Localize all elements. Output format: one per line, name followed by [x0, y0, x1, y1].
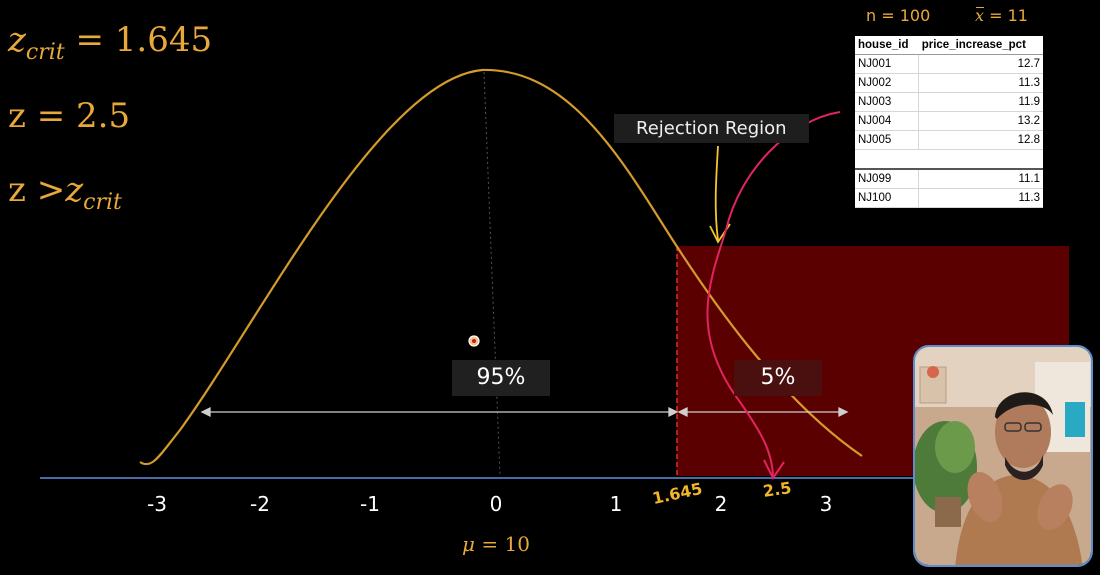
table-row: NJ005 12.8: [855, 130, 1043, 150]
x-tick-label: -2: [250, 492, 270, 516]
price-cell: 12.7: [918, 54, 1043, 74]
pen-arrow-head: [763, 459, 785, 480]
x-tick-label: 3: [819, 492, 833, 516]
price-cell: 11.3: [918, 188, 1043, 208]
price-cell: 11.1: [918, 169, 1043, 189]
table-gap-row: [855, 149, 1043, 170]
arrow-95: [200, 406, 679, 418]
table-row: NJ004 13.2: [855, 111, 1043, 131]
sample-size-label: n = 100: [866, 6, 931, 25]
x-tick-label: -1: [360, 492, 380, 516]
sample-data-table: house_id price_increase_pct NJ001 12.7 NJ…: [855, 36, 1043, 208]
column-header: price_increase_pct: [918, 36, 1043, 55]
z-formula: z = 2.5: [8, 96, 131, 136]
presenter-illustration: [915, 347, 1091, 565]
house-id-cell: NJ003: [855, 92, 920, 112]
x-tick-label: 0: [489, 492, 503, 516]
x-tick-label: 1: [609, 492, 623, 516]
mean-dotted-line: [483, 71, 501, 477]
z-crit-formula: zcrit = 1.645: [8, 20, 213, 65]
normal-curve: [139, 68, 863, 466]
house-id-cell: NJ002: [855, 73, 920, 93]
region-95-label: 95%: [452, 360, 550, 396]
price-cell: 11.3: [918, 73, 1043, 93]
house-id-cell: NJ099: [855, 169, 920, 189]
table-row: NJ001 12.7: [855, 54, 1043, 74]
house-id-cell: NJ001: [855, 54, 920, 74]
table-header-row: house_id price_increase_pct: [855, 36, 1043, 55]
comparison-formula: z >zcrit: [8, 170, 122, 215]
rejection-region-label: Rejection Region: [614, 114, 809, 143]
house-id-cell: NJ100: [855, 188, 920, 208]
table-row: NJ003 11.9: [855, 92, 1043, 112]
house-id-cell: NJ005: [855, 130, 920, 150]
table-row: NJ099 11.1: [855, 169, 1043, 189]
price-cell: 12.8: [918, 130, 1043, 150]
mean-dot-icon: [468, 335, 480, 347]
x-tick-label: 2: [714, 492, 728, 516]
column-header: house_id: [855, 36, 919, 55]
rejection-arrow: [714, 145, 719, 241]
x-tick-label: -3: [147, 492, 167, 516]
pen-annotation: [706, 111, 841, 477]
house-id-cell: NJ004: [855, 111, 920, 131]
sample-mean-label: x = 11: [975, 6, 1028, 25]
table-row: NJ002 11.3: [855, 73, 1043, 93]
presenter-webcam: [913, 345, 1093, 567]
region-5-label: 5%: [734, 360, 822, 396]
z-value-marker: 2.5: [761, 478, 793, 501]
population-mean-label: μ = 10: [462, 532, 530, 556]
arrow-5: [677, 406, 849, 418]
price-cell: 13.2: [918, 111, 1043, 131]
price-cell: 11.9: [918, 92, 1043, 112]
table-row: NJ100 11.3: [855, 188, 1043, 208]
